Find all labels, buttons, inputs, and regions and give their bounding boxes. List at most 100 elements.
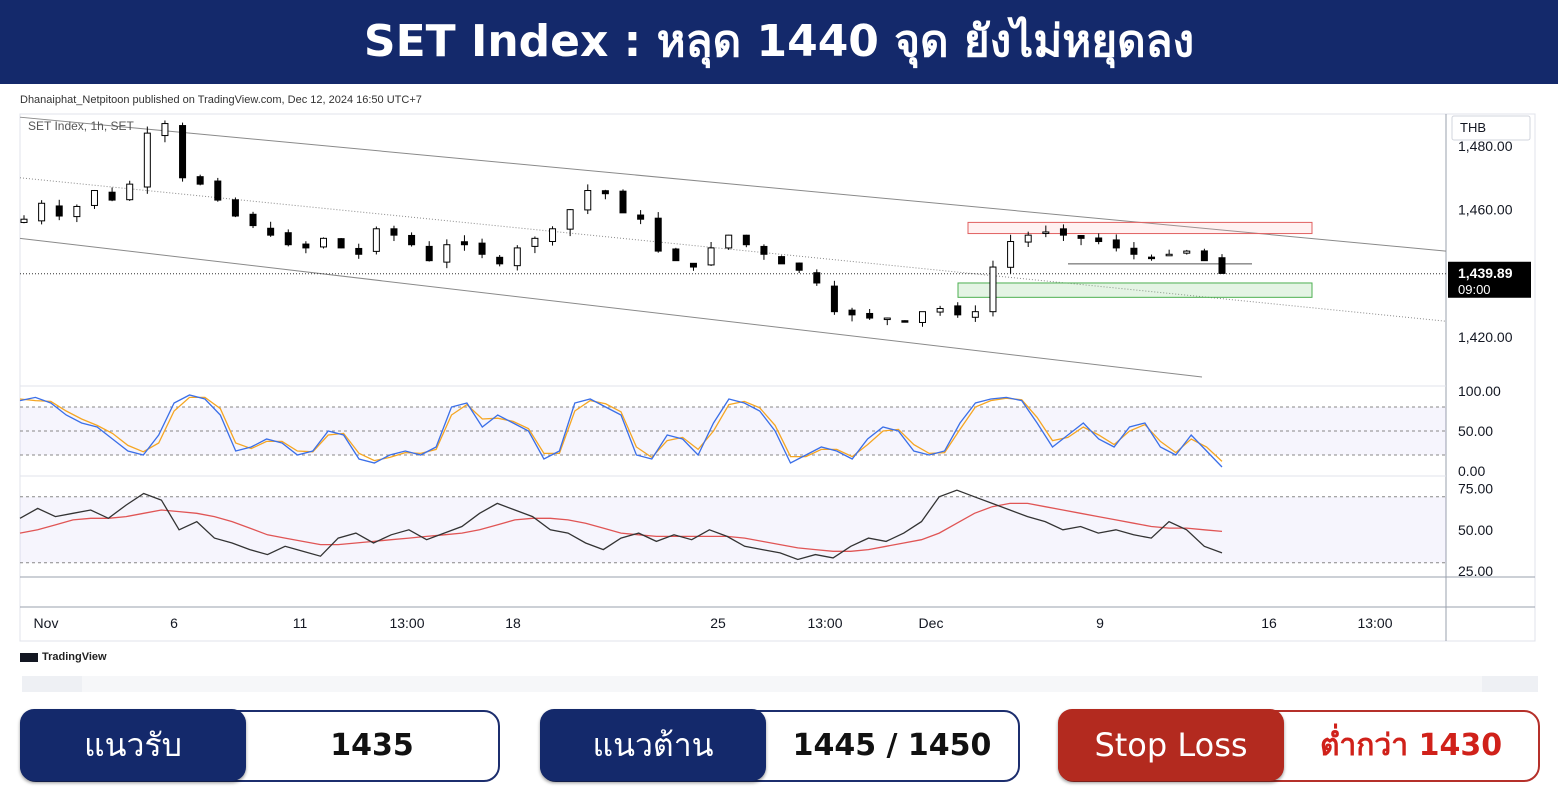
candle-body xyxy=(302,243,310,249)
candle-body xyxy=(231,199,239,217)
candle-body xyxy=(619,190,627,214)
time-tick-label: 18 xyxy=(505,615,521,631)
candle-body xyxy=(725,234,733,249)
candle-body xyxy=(654,217,662,252)
stochastic-d-line xyxy=(19,396,1223,462)
candle-body xyxy=(531,237,539,247)
candle-body xyxy=(830,285,838,313)
candle-body xyxy=(566,209,574,230)
resistance-zone xyxy=(967,221,1313,235)
candle-body xyxy=(971,311,979,318)
candle-body xyxy=(355,247,363,255)
support-label: แนวรับ xyxy=(20,709,246,781)
candle-body xyxy=(372,228,380,252)
currency-label: THB xyxy=(1460,120,1486,135)
resistance-card: แนวต้าน 1445 / 1450 xyxy=(540,709,1020,782)
rsi-rsi-line xyxy=(19,489,1223,561)
tradingview-icon xyxy=(20,652,38,662)
candle-body xyxy=(989,266,997,313)
rsi-pane xyxy=(19,489,1446,564)
title-banner: SET Index : หลุด 1440 จุด ยังไม่หยุดลง xyxy=(0,0,1558,84)
candle-body xyxy=(320,237,327,248)
candle-body xyxy=(126,183,134,201)
tradingview-logo: TradingView xyxy=(20,651,107,663)
candle-body xyxy=(1218,257,1226,274)
scrollbar-thumb[interactable] xyxy=(82,676,1482,692)
candle-body xyxy=(1095,237,1103,243)
candle-body xyxy=(284,232,292,246)
currency-box xyxy=(1451,115,1531,141)
channel-upper-line xyxy=(19,116,1447,252)
candle-body xyxy=(584,190,592,211)
resistance-value: 1445 / 1450 xyxy=(792,728,992,763)
candle-body xyxy=(108,191,116,201)
channel-lower-line xyxy=(19,237,1203,378)
price-tick-label: 1,460.00 xyxy=(1458,202,1513,218)
stop-loss-value: ต่ำกว่า 1430 xyxy=(1319,728,1503,763)
chart-border xyxy=(19,113,1536,642)
candle-body xyxy=(1200,250,1208,262)
candle-body xyxy=(1183,250,1191,254)
time-tick-label: Nov xyxy=(34,615,59,631)
published-line: Dhanaiphat_Netpitoon published on Tradin… xyxy=(20,94,422,106)
candle-body xyxy=(496,256,504,265)
time-tick-label: 13:00 xyxy=(807,615,842,631)
candle-body xyxy=(1024,234,1032,243)
candle-body xyxy=(866,312,874,319)
rsi-tick-label: 50.00 xyxy=(1458,522,1493,538)
time-scrollbar[interactable] xyxy=(22,676,1538,692)
candle-body xyxy=(1007,241,1015,268)
candle-body xyxy=(249,213,257,227)
time-tick-label: 16 xyxy=(1261,615,1277,631)
candle-body xyxy=(38,202,46,222)
stop-loss-card: Stop Loss ต่ำกว่า 1430 xyxy=(1058,709,1540,782)
resistance-label: แนวต้าน xyxy=(540,709,766,781)
candle-body xyxy=(179,125,187,179)
candle-body xyxy=(337,238,345,249)
banner-title: SET Index : หลุด 1440 จุด ยังไม่หยุดลง xyxy=(363,16,1195,67)
rsi-ma-line xyxy=(19,502,1223,552)
candle-body xyxy=(813,272,821,284)
candle-body xyxy=(795,262,803,271)
candle-body xyxy=(55,205,63,217)
indicator-band xyxy=(20,496,1446,563)
chart-frame xyxy=(19,113,1536,642)
candle-body xyxy=(161,123,169,137)
candle-body xyxy=(778,256,786,265)
chart-svg: 1,480.00 1,460.00 1,420.00 THB 1,439.8909:00… xyxy=(19,113,1536,642)
candle-body xyxy=(478,242,486,255)
symbol-label: SET Index, 1h, SET xyxy=(28,119,135,133)
candle-body xyxy=(73,205,81,218)
support-value: 1435 xyxy=(330,728,414,763)
stop-loss-label: Stop Loss xyxy=(1058,709,1284,781)
candle-body xyxy=(267,227,275,236)
candle-body xyxy=(672,248,680,262)
candle-body xyxy=(1165,253,1173,257)
rsi-tick-label: 75.00 xyxy=(1458,481,1493,497)
candle-body xyxy=(143,132,151,188)
time-tick-label: 6 xyxy=(170,615,178,631)
time-tick-label: Dec xyxy=(919,615,944,631)
candle-body xyxy=(742,234,750,246)
price-pane xyxy=(19,116,1447,378)
time-tick-label: 25 xyxy=(710,615,726,631)
candle-body xyxy=(760,245,768,255)
candle-body xyxy=(601,190,609,195)
candle-body xyxy=(954,305,962,316)
candle-body xyxy=(1130,247,1138,255)
tradingview-brand: TradingView xyxy=(42,651,107,663)
time-tick-label: 11 xyxy=(293,615,308,631)
time-tick-label: 9 xyxy=(1096,615,1104,631)
candle-body xyxy=(1059,228,1067,236)
candle-body xyxy=(707,247,715,266)
candle-body xyxy=(848,309,856,316)
candle-body xyxy=(196,176,204,185)
stochastic-tick-label: 100.00 xyxy=(1458,383,1501,399)
candle-body xyxy=(513,247,521,267)
candle-body xyxy=(20,218,28,223)
candle-body xyxy=(90,190,98,206)
time-tick-label: 13:00 xyxy=(389,615,424,631)
candle-body xyxy=(549,228,557,242)
stochastic-tick-label: 0.00 xyxy=(1458,463,1485,479)
time-tick-label: 13:00 xyxy=(1357,615,1392,631)
